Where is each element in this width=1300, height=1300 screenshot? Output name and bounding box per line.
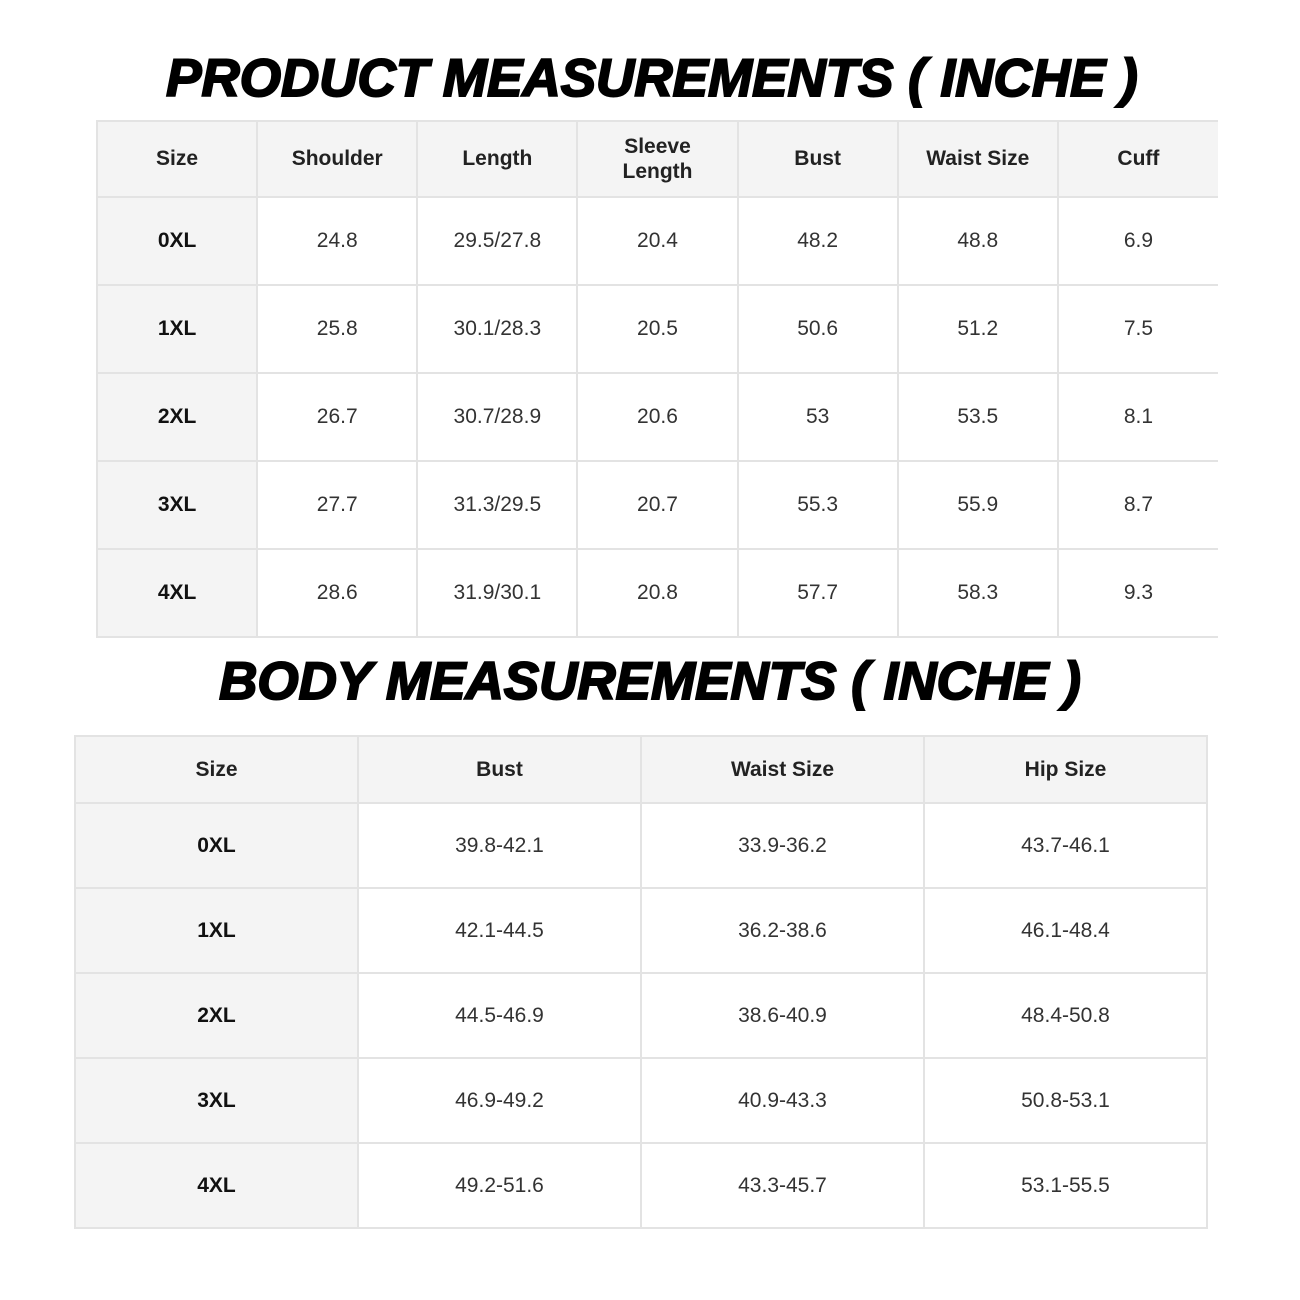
table-row: 4XL 28.6 31.9/30.1 20.8 57.7 58.3 9.3: [95, 548, 1218, 638]
column-header: Hip Size: [923, 735, 1208, 804]
value-cell: 49.2-51.6: [357, 1142, 642, 1229]
value-cell: 53.5: [896, 372, 1059, 462]
value-cell: 51.2: [896, 284, 1059, 374]
size-cell: 1XL: [95, 284, 259, 374]
value-cell: 7.5: [1056, 284, 1218, 374]
column-header: Waist Size: [640, 735, 925, 804]
value-cell: 20.8: [576, 548, 739, 638]
table-row: 1XL 42.1-44.5 36.2-38.6 46.1-48.4: [74, 887, 1208, 974]
size-cell: 3XL: [95, 460, 259, 550]
size-cell: 4XL: [95, 548, 259, 638]
body-measurements-table: Size Bust Waist Size Hip Size 0XL 39.8-42.1 33…: [74, 735, 1208, 1229]
value-cell: 58.3: [896, 548, 1059, 638]
value-cell: 36.2-38.6: [640, 887, 925, 974]
value-cell: 53: [736, 372, 899, 462]
body-measurements-title: BODY MEASUREMENTS ( INCHE ): [218, 652, 1082, 711]
column-header: Shoulder: [256, 120, 419, 198]
value-cell: 20.6: [576, 372, 739, 462]
value-cell: 26.7: [256, 372, 419, 462]
column-header: Cuff: [1056, 120, 1218, 198]
header-row: Size Bust Waist Size Hip Size: [74, 735, 1208, 804]
value-cell: 40.9-43.3: [640, 1057, 925, 1144]
value-cell: 53.1-55.5: [923, 1142, 1208, 1229]
value-cell: 29.5/27.8: [416, 196, 579, 286]
value-cell: 48.8: [896, 196, 1059, 286]
size-cell: 2XL: [95, 372, 259, 462]
value-cell: 55.9: [896, 460, 1059, 550]
table-row: 0XL 24.8 29.5/27.8 20.4 48.2 48.8 6.9: [95, 196, 1218, 286]
value-cell: 24.8: [256, 196, 419, 286]
value-cell: 46.9-49.2: [357, 1057, 642, 1144]
value-cell: 42.1-44.5: [357, 887, 642, 974]
size-cell: 2XL: [74, 972, 359, 1059]
value-cell: 57.7: [736, 548, 899, 638]
value-cell: 43.3-45.7: [640, 1142, 925, 1229]
value-cell: 20.5: [576, 284, 739, 374]
size-cell: 3XL: [74, 1057, 359, 1144]
value-cell: 6.9: [1056, 196, 1218, 286]
size-cell: 4XL: [74, 1142, 359, 1229]
value-cell: 8.1: [1056, 372, 1218, 462]
column-header: Bust: [736, 120, 899, 198]
value-cell: 43.7-46.1: [923, 802, 1208, 889]
column-header: Length: [416, 120, 579, 198]
value-cell: 28.6: [256, 548, 419, 638]
value-cell: 33.9-36.2: [640, 802, 925, 889]
value-cell: 44.5-46.9: [357, 972, 642, 1059]
column-header: Size: [74, 735, 359, 804]
value-cell: 31.9/30.1: [416, 548, 579, 638]
size-cell: 0XL: [74, 802, 359, 889]
column-header: Waist Size: [896, 120, 1059, 198]
table-row: 2XL 44.5-46.9 38.6-40.9 48.4-50.8: [74, 972, 1208, 1059]
value-cell: 39.8-42.1: [357, 802, 642, 889]
value-cell: 27.7: [256, 460, 419, 550]
column-header: Bust: [357, 735, 642, 804]
value-cell: 50.8-53.1: [923, 1057, 1208, 1144]
header-row: Size Shoulder Length Sleeve Length Bust Waist…: [95, 120, 1218, 198]
value-cell: 50.6: [736, 284, 899, 374]
value-cell: 30.1/28.3: [416, 284, 579, 374]
value-cell: 25.8: [256, 284, 419, 374]
value-cell: 20.7: [576, 460, 739, 550]
table-row: 1XL 25.8 30.1/28.3 20.5 50.6 51.2 7.5: [95, 284, 1218, 374]
table-row: 2XL 26.7 30.7/28.9 20.6 53 53.5 8.1: [95, 372, 1218, 462]
value-cell: 31.3/29.5: [416, 460, 579, 550]
value-cell: 46.1-48.4: [923, 887, 1208, 974]
value-cell: 48.2: [736, 196, 899, 286]
table-row: 3XL 27.7 31.3/29.5 20.7 55.3 55.9 8.7: [95, 460, 1218, 550]
value-cell: 9.3: [1056, 548, 1218, 638]
value-cell: 30.7/28.9: [416, 372, 579, 462]
table-row: 4XL 49.2-51.6 43.3-45.7 53.1-55.5: [74, 1142, 1208, 1229]
value-cell: 48.4-50.8: [923, 972, 1208, 1059]
value-cell: 55.3: [736, 460, 899, 550]
column-header: Size: [95, 120, 259, 198]
value-cell: 20.4: [576, 196, 739, 286]
product-measurements-table: Size Shoulder Length Sleeve Length Bust Waist…: [95, 120, 1218, 638]
product-measurements-title: PRODUCT MEASUREMENTS ( INCHE ): [165, 49, 1139, 108]
size-cell: 1XL: [74, 887, 359, 974]
size-cell: 0XL: [95, 196, 259, 286]
value-cell: 8.7: [1056, 460, 1218, 550]
table-row: 3XL 46.9-49.2 40.9-43.3 50.8-53.1: [74, 1057, 1208, 1144]
table-row: 0XL 39.8-42.1 33.9-36.2 43.7-46.1: [74, 802, 1208, 889]
value-cell: 38.6-40.9: [640, 972, 925, 1059]
column-header: Sleeve Length: [576, 120, 739, 198]
